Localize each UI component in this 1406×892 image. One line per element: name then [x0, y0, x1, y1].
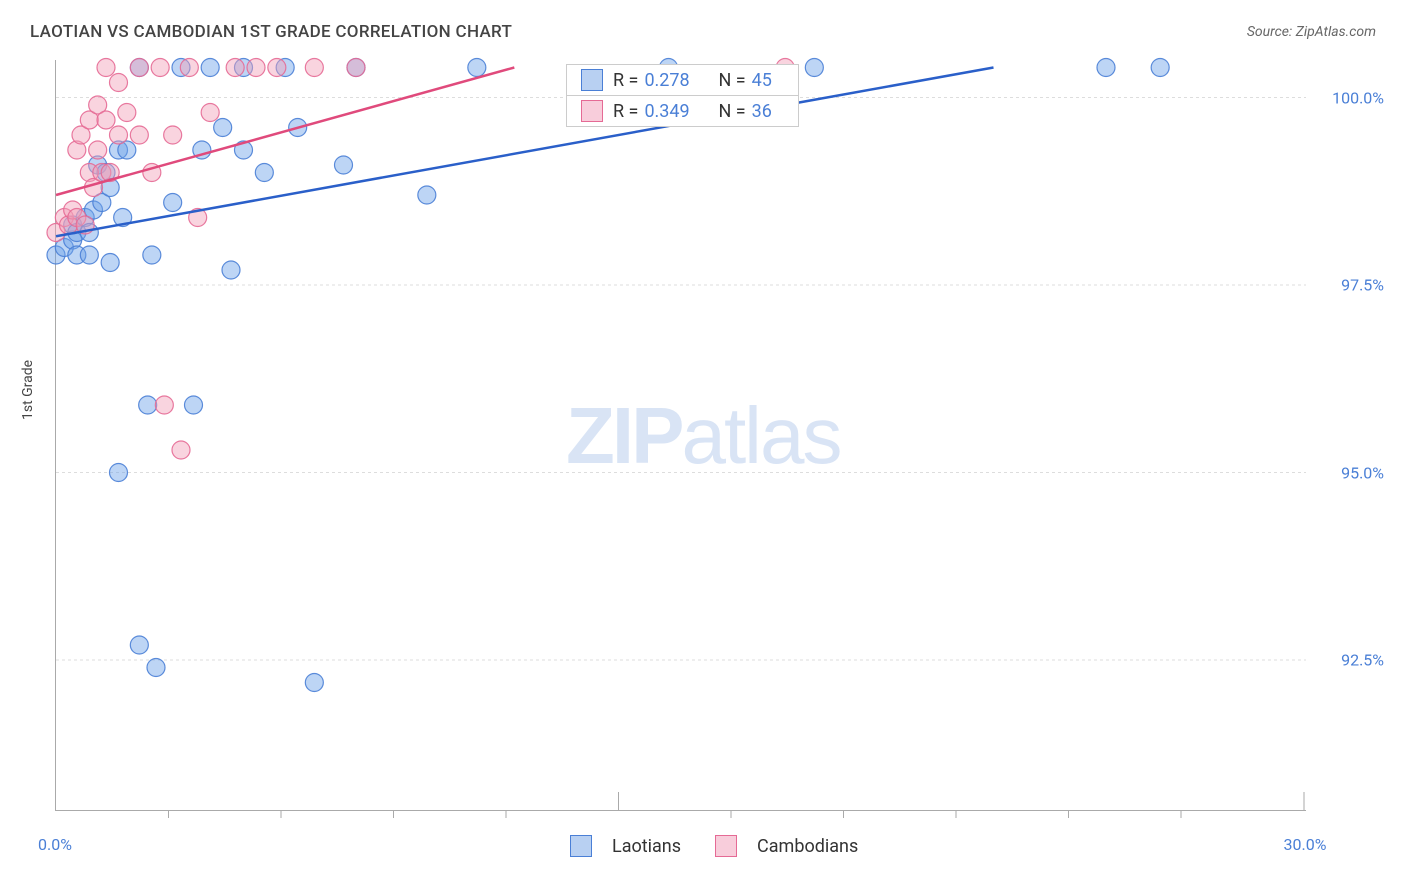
chart-title: LAOTIAN VS CAMBODIAN 1ST GRADE CORRELATI…: [30, 22, 512, 42]
x-tick-label: 0.0%: [38, 835, 72, 854]
x-tick-label: 30.0%: [1284, 835, 1327, 854]
legend-n-value: 45: [752, 70, 784, 91]
series-label: Laotians: [612, 836, 681, 857]
legend-n-label: N =: [718, 101, 745, 122]
y-tick-label: 92.5%: [1341, 651, 1384, 670]
legend-n-value: 36: [752, 101, 784, 122]
plot-svg: [56, 60, 1306, 810]
correlation-legend: R = 0.278 N = 45 R = 0.349 N = 36: [566, 64, 799, 127]
plot-area: ZIPatlas R =0.278N =45R =0.349N =36: [55, 60, 1306, 811]
chart-container: LAOTIAN VS CAMBODIAN 1ST GRADE CORRELATI…: [0, 0, 1406, 892]
y-tick-label: 97.5%: [1341, 276, 1384, 295]
y-tick-label: 95.0%: [1341, 463, 1384, 482]
legend-n-label: N =: [718, 70, 745, 91]
legend-r-label: R =: [613, 70, 638, 91]
series-legend: Laotians Cambodians: [570, 835, 882, 857]
series-swatch: [570, 835, 592, 857]
legend-r-value: 0.349: [644, 101, 704, 122]
chart-source: Source: ZipAtlas.com: [1247, 24, 1376, 40]
legend-row: R = 0.349 N = 36: [567, 96, 798, 126]
legend-r-label: R =: [613, 101, 638, 122]
series-swatch: [715, 835, 737, 857]
series-label: Cambodians: [757, 836, 858, 857]
y-tick-label: 100.0%: [1332, 88, 1384, 107]
legend-r-value: 0.278: [644, 70, 704, 91]
legend-swatch: [581, 69, 603, 91]
legend-row: R = 0.278 N = 45: [567, 65, 798, 96]
y-axis-title: 1st Grade: [20, 360, 36, 420]
legend-swatch: [581, 100, 603, 122]
